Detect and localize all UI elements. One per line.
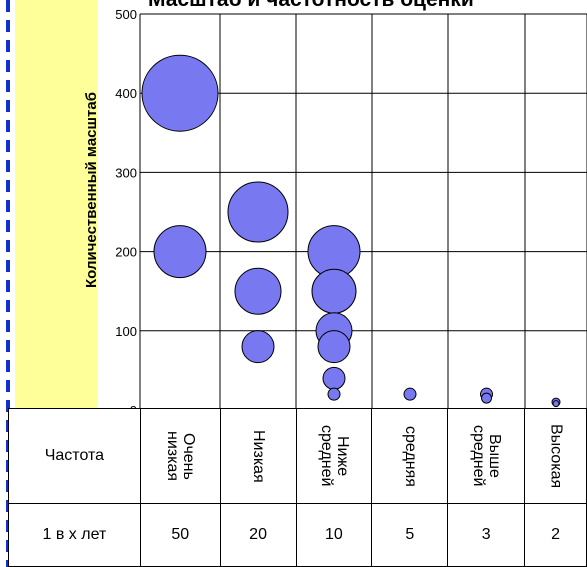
category-cell: Ниже средней [295,408,373,504]
category-label: Высокая [547,423,565,489]
frequency-cell: 20 [219,503,297,567]
bubble [403,387,417,401]
bubble [481,392,492,404]
frequency-cell: 5 [371,503,449,567]
category-cell: средняя [371,408,449,504]
bubble [153,225,207,279]
label-panel [15,0,98,410]
frequency-table: Частота Очень низкая Низкая Ниже средней сре… [8,408,587,567]
category-cell: Выше средней [447,408,526,504]
frequency-cell: 10 [295,503,373,567]
bubble [552,400,560,408]
category-cell: Низкая [219,408,297,504]
category-label: Очень низкая [164,430,198,482]
bubble [327,387,341,401]
category-label: Низкая [250,429,268,483]
bubble [234,267,282,315]
y-axis-label: Количественный масштаб [83,92,100,288]
category-cell: Высокая [524,408,587,504]
bubble [311,268,357,314]
y-tick-label: 100 [115,324,137,339]
frequency-cell: 2 [524,503,587,567]
row-label: 1 в x лет [8,503,141,567]
bubble [317,330,351,364]
bubble [241,330,275,364]
category-cell: Очень низкая [139,408,221,504]
category-label: Ниже средней [317,425,351,487]
row-label: Частота [8,408,141,504]
bubble [141,54,219,132]
chart-title: Масштаб и частотность оценки [148,0,474,11]
y-tick-label: 400 [115,86,137,101]
bubble [322,366,346,390]
category-label: Выше средней [470,425,504,487]
frequency-cell: 3 [447,503,526,567]
y-tick-label: 500 [115,7,137,22]
y-tick-label: 200 [115,245,137,260]
category-label: средняя [401,425,419,487]
y-tick-label: 300 [115,165,137,180]
frequency-cell: 50 [139,503,221,567]
bubble [227,181,289,243]
